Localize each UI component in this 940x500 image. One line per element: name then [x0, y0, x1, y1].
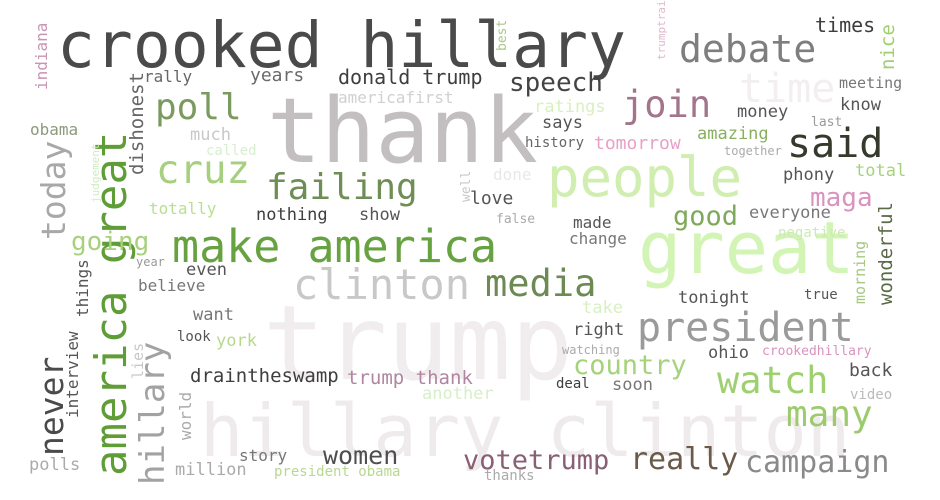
word-really: really	[630, 442, 739, 477]
word-failing: failing	[266, 167, 418, 208]
word-best: best	[495, 19, 510, 51]
word-today: today	[34, 140, 73, 240]
word-thanks: thanks	[484, 468, 535, 484]
word-things: things	[73, 259, 92, 317]
word-deal: deal	[556, 376, 590, 392]
word-false: false	[496, 212, 536, 227]
word-know: know	[840, 95, 881, 115]
word-president: president	[637, 305, 854, 351]
word-another: another	[422, 384, 494, 404]
word-good: good	[673, 201, 739, 232]
word-cruz: cruz	[156, 148, 250, 193]
word-media: media	[485, 262, 597, 305]
word-everyone: everyone	[749, 203, 831, 223]
word-women: women	[323, 441, 399, 470]
word-join: join	[622, 83, 712, 126]
word-judgement: judgement	[89, 143, 102, 203]
word-lies: lies	[129, 342, 147, 379]
word-million: million	[175, 460, 247, 480]
word-americafirst: americafirst	[338, 88, 454, 107]
word-donald-trump: donald trump	[338, 65, 483, 89]
word-campaign: campaign	[745, 445, 890, 480]
word-ratings: ratings	[534, 97, 606, 117]
word-video: video	[850, 387, 893, 403]
word-draintheswamp: draintheswamp	[190, 365, 339, 387]
word-york: york	[216, 331, 257, 351]
word-times: times	[815, 13, 876, 37]
word-tomorrow: tomorrow	[594, 133, 681, 154]
word-meeting: meeting	[839, 74, 903, 92]
word-well: well	[459, 170, 474, 202]
word-even: even	[186, 260, 227, 280]
word-last: last	[811, 115, 843, 130]
word-crooked-hillary: crooked hillary	[57, 9, 626, 82]
word-change: change	[569, 229, 627, 248]
word-believe: believe	[138, 276, 206, 295]
word-watch: watch	[717, 359, 829, 402]
word-love: love	[470, 188, 514, 209]
word-story: story	[239, 446, 288, 465]
word-indiana: indiana	[32, 22, 51, 90]
word-world: world	[176, 391, 195, 440]
word-maga: maga	[810, 183, 873, 213]
word-ohio: ohio	[708, 343, 749, 363]
word-tonight: tonight	[678, 288, 750, 308]
word-make-america: make america	[172, 220, 498, 273]
word-time: time	[739, 66, 836, 112]
word-clinton: clinton	[293, 260, 471, 309]
word-money: money	[737, 102, 789, 122]
word-hillary-clinton: hillary clinton	[200, 389, 851, 473]
word-right: right	[573, 320, 625, 340]
word-negative: negative	[778, 225, 846, 241]
word-back: back	[849, 360, 893, 381]
word-take: take	[582, 298, 623, 318]
word-watching: watching	[562, 343, 620, 357]
word-speech: speech	[509, 68, 603, 98]
word-show: show	[359, 205, 400, 225]
word-great: great	[638, 206, 855, 290]
word-president-obama: president obama	[274, 464, 401, 480]
word-dishonest: dishonest	[126, 72, 148, 175]
word-done: done	[493, 165, 532, 184]
word-totally: totally	[149, 199, 217, 218]
word-called: called	[206, 143, 257, 159]
word-trump: trump	[263, 284, 574, 404]
word-made: made	[573, 213, 612, 232]
word-together: together	[724, 144, 782, 158]
word-total: total	[855, 161, 907, 181]
word-people: people	[547, 146, 743, 209]
word-going: going	[71, 227, 150, 257]
word-want: want	[193, 305, 234, 325]
word-obama: obama	[30, 120, 79, 139]
word-rally: rally	[144, 67, 193, 86]
word-years: years	[250, 65, 305, 86]
word-polls: polls	[29, 455, 81, 475]
word-wonderful: wonderful	[875, 202, 897, 305]
word-many: many	[786, 394, 873, 435]
word-amazing: amazing	[697, 124, 769, 144]
word-interview: interview	[63, 331, 82, 418]
word-soon: soon	[612, 375, 653, 395]
word-trump-thank: trump thank	[347, 367, 473, 389]
word-trumptrain: trumptrain	[655, 0, 668, 60]
word-debate: debate	[679, 27, 817, 71]
word-said: said	[787, 121, 884, 167]
word-true: true	[804, 287, 838, 303]
word-nothing: nothing	[256, 205, 328, 225]
word-nice: nice	[877, 24, 899, 70]
word-poll: poll	[155, 87, 242, 128]
word-thank: thank	[267, 79, 538, 184]
word-votetrump: votetrump	[463, 445, 610, 476]
word-phony: phony	[783, 165, 835, 185]
word-year: year	[136, 255, 165, 269]
word-much: much	[190, 125, 231, 145]
word-country: country	[573, 350, 687, 381]
word-history: history	[525, 135, 585, 151]
word-look: look	[177, 329, 211, 345]
word-morning: morning	[851, 240, 869, 304]
word-says: says	[542, 113, 583, 133]
word-crookedhillary: crookedhillary	[762, 344, 872, 359]
